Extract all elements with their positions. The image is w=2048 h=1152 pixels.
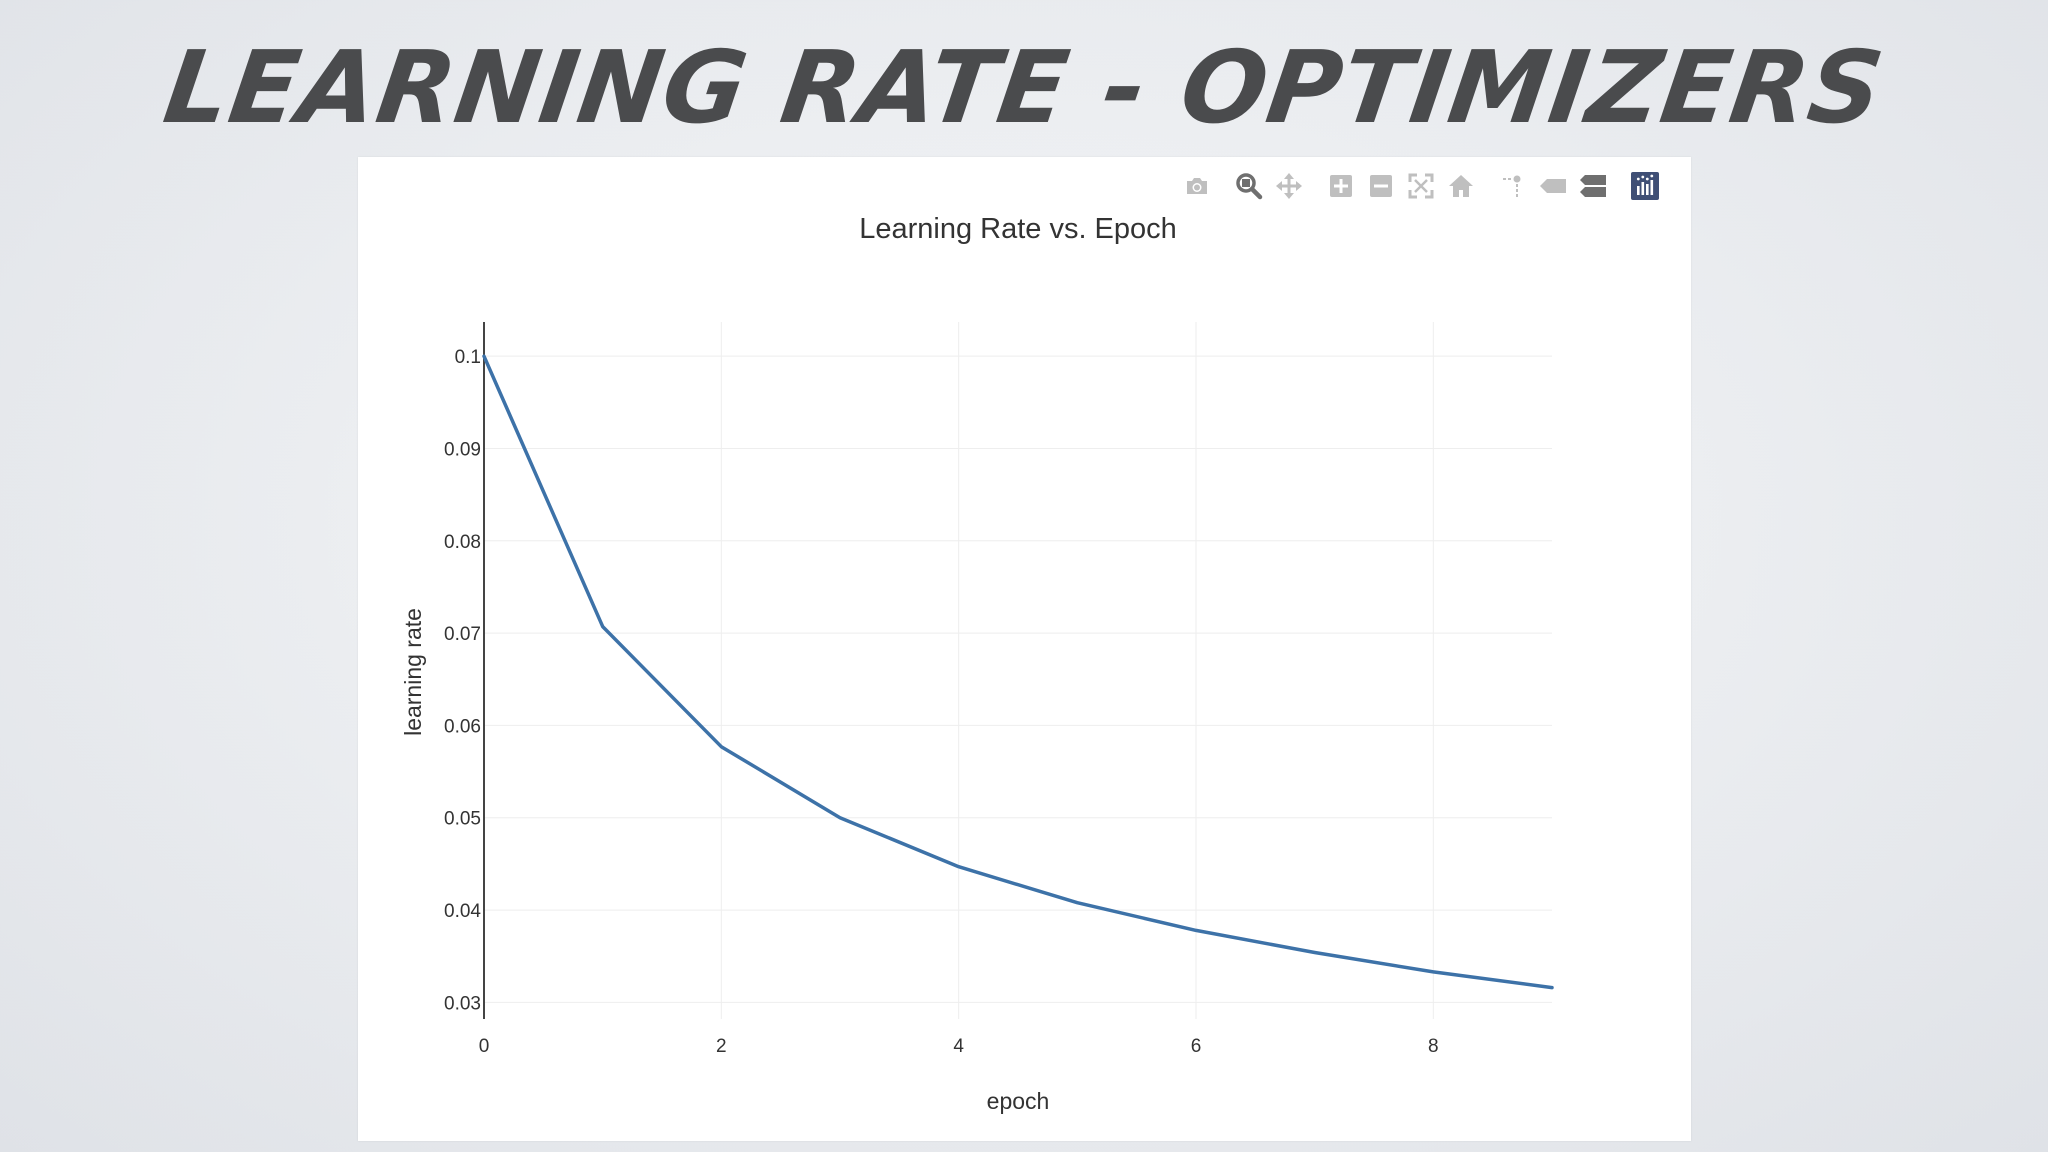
modebar-group-logo [1621, 170, 1661, 202]
data-point[interactable] [481, 353, 487, 359]
zoom-icon[interactable] [1233, 170, 1265, 202]
x-tick-label: 4 [953, 1036, 964, 1057]
learning-rate-line [482, 354, 1554, 990]
pan-icon[interactable] [1273, 170, 1305, 202]
reset-axes-icon[interactable] [1445, 170, 1477, 202]
data-point[interactable] [1312, 950, 1318, 956]
hover-compare-icon[interactable] [1577, 170, 1609, 202]
modebar-group-hover [1489, 170, 1609, 202]
plot-card: Learning Rate vs. Epoch 0.03 0.04 0.05 0.06… [358, 157, 1691, 1141]
y-tick-label: 0.1 [455, 347, 481, 368]
autoscale-icon[interactable] [1405, 170, 1437, 202]
data-point[interactable] [1193, 927, 1199, 933]
data-point[interactable] [956, 864, 962, 870]
data-point[interactable] [600, 624, 606, 630]
zoom-out-icon[interactable] [1365, 170, 1397, 202]
spike-lines-icon[interactable] [1497, 170, 1529, 202]
y-tick-label: 0.05 [444, 809, 481, 830]
data-point[interactable] [837, 815, 843, 821]
data-point[interactable] [1549, 985, 1555, 991]
camera-icon[interactable] [1181, 170, 1213, 202]
modebar-group-zoom [1317, 170, 1477, 202]
x-tick-label: 8 [1428, 1036, 1439, 1057]
x-axis-title: epoch [987, 1088, 1050, 1114]
modebar [1161, 169, 1661, 203]
modebar-group-drag [1225, 170, 1305, 202]
y-tick-label: 0.03 [444, 993, 481, 1014]
zoom-in-icon[interactable] [1325, 170, 1357, 202]
chart: Learning Rate vs. Epoch 0.03 0.04 0.05 0.06… [400, 213, 1555, 1114]
x-tick-label: 0 [479, 1036, 490, 1057]
y-tick-label: 0.07 [444, 624, 481, 645]
modebar-group-export [1173, 170, 1213, 202]
grid [484, 322, 1552, 1019]
data-point[interactable] [718, 744, 724, 750]
x-tick-label: 2 [716, 1036, 727, 1057]
data-point[interactable] [1430, 969, 1436, 975]
y-axis-title: learning rate [400, 608, 426, 736]
tick-labels: 0.03 0.04 0.05 0.06 0.07 0.08 0.09 0.1 0 2 4 6 8 [444, 347, 1439, 1057]
y-tick-label: 0.09 [444, 439, 481, 460]
data-point[interactable] [1074, 900, 1080, 906]
slide-title: LEARNING RATE - OPTIMIZERS [157, 29, 1891, 146]
hover-closest-icon[interactable] [1537, 170, 1569, 202]
series [481, 353, 1555, 991]
x-tick-label: 6 [1191, 1036, 1202, 1057]
y-tick-label: 0.08 [444, 532, 481, 553]
plotly-logo-icon[interactable] [1629, 170, 1661, 202]
y-tick-label: 0.06 [444, 716, 481, 737]
y-tick-label: 0.04 [444, 901, 481, 922]
chart-title: Learning Rate vs. Epoch [859, 213, 1177, 245]
